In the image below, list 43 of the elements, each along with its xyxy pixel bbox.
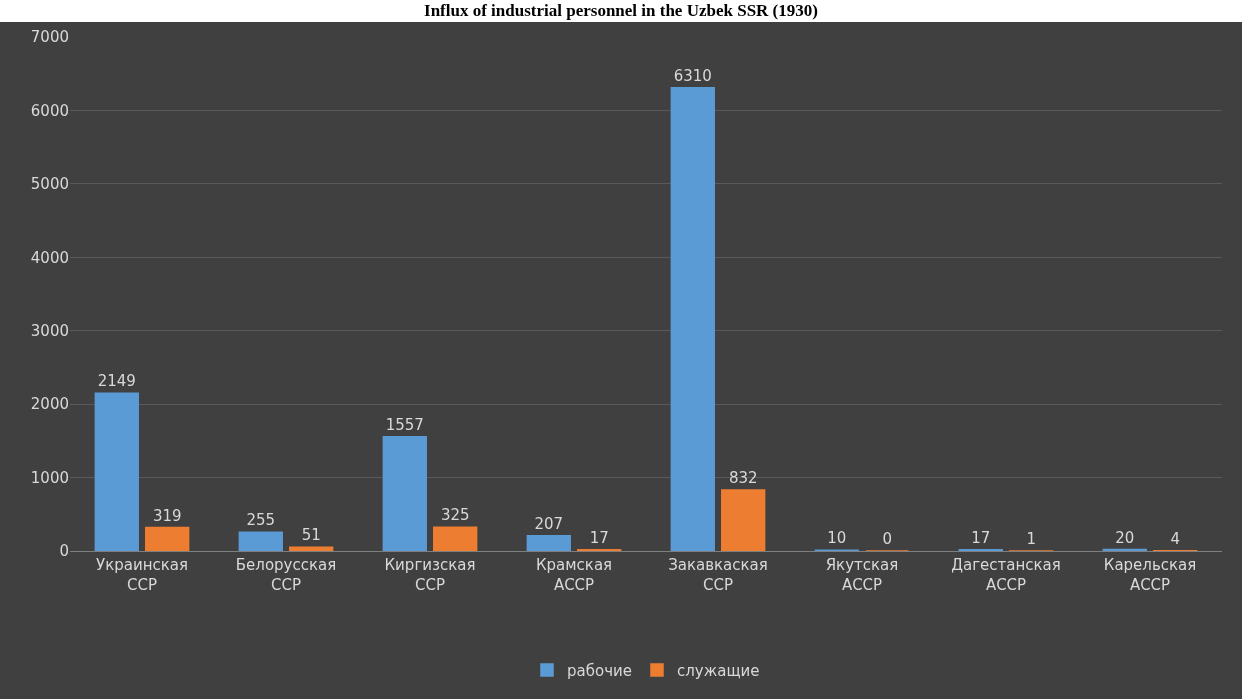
legend-label: рабочие [567,661,632,680]
data-label: 10 [827,529,847,548]
data-label: 207 [534,514,564,533]
bar [145,526,190,551]
data-label: 255 [246,511,276,530]
x-tick-label: Украинская ССР [96,556,188,594]
legend-label: служащие [676,661,760,680]
y-tick-label: 2000 [30,395,69,414]
bar [94,392,139,551]
x-tick-label: Дагестанская АССР [951,556,1061,594]
data-label: 1557 [385,415,424,434]
data-label: 2149 [97,372,136,391]
data-label: 6310 [673,66,712,85]
x-tick-label: Якутская АССР [825,556,899,594]
bar [433,526,478,551]
data-label: 0 [882,530,892,548]
y-tick-label: 3000 [30,321,69,340]
bar [526,535,571,551]
data-label: 319 [152,506,182,525]
bar [670,86,715,551]
data-label: 4 [1170,529,1180,548]
y-tick-label: 5000 [30,175,69,194]
bar [382,435,427,551]
bar [238,531,283,551]
x-tick-label: Белорусская ССР [235,556,337,594]
chart-title: Influx of industrial personnel in the Uzbek SSR (1930) [423,0,819,22]
x-tick-label: Карельская АССР [1103,556,1197,594]
data-label: 17 [589,528,609,547]
y-tick-label: 0 [59,542,69,561]
bar [721,489,766,551]
x-tick-label: Крамская АССР [535,556,613,594]
data-label: 325 [440,506,470,525]
y-tick-label: 6000 [30,101,69,120]
data-label: 20 [1115,528,1135,547]
data-label: 832 [728,468,758,487]
y-tick-label: 7000 [30,28,69,47]
data-label: 51 [301,526,321,545]
data-label: 17 [971,528,991,547]
x-tick-label: Киргизская ССР [384,556,476,594]
data-label: 1 [1026,529,1036,548]
y-tick-label: 4000 [30,248,69,267]
x-tick-label: Закавкаская ССР [668,556,768,594]
y-tick-label: 1000 [30,468,69,487]
